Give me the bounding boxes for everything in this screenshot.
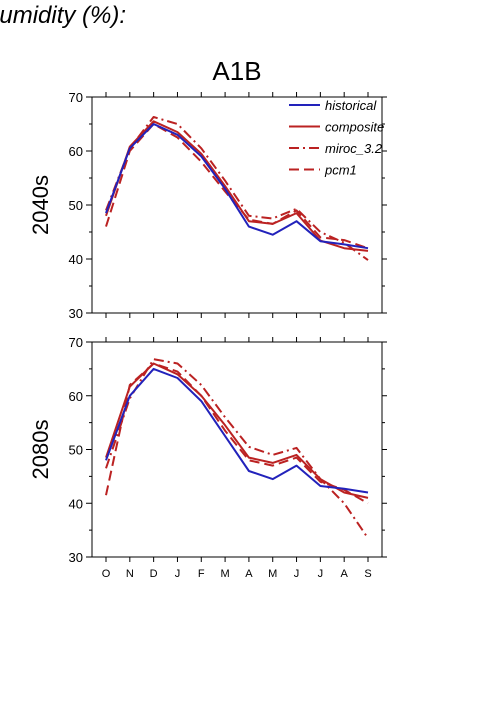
x-tick-label: A xyxy=(245,568,253,580)
x-tick-label: N xyxy=(126,568,134,580)
series-line-miroc_3.2 xyxy=(105,116,369,261)
x-tick-label: O xyxy=(102,568,111,580)
y-tick-label: 40 xyxy=(69,496,83,511)
x-tick-label: J xyxy=(294,568,300,580)
chart-legend: historical composite miroc_3.2 pcm1 xyxy=(289,98,384,178)
y-tick-label: 60 xyxy=(69,144,83,159)
panel-2040s: 30 40 50 60 70 2040s xyxy=(28,90,387,321)
legend-label-pcm1: pcm1 xyxy=(324,163,357,178)
y-tick-label: 50 xyxy=(69,198,83,213)
y-tick-label: 50 xyxy=(69,443,83,458)
panel-label: 2040s xyxy=(28,175,53,235)
x-tick-label: S xyxy=(364,568,371,580)
series-line-miroc_3.2 xyxy=(105,358,369,539)
x-tick-label: M xyxy=(221,568,230,580)
legend-label-historical: historical xyxy=(325,98,377,113)
y-tick-label: 40 xyxy=(69,252,83,267)
legend-label-composite: composite xyxy=(325,120,384,135)
series-line-pcm1 xyxy=(105,362,369,505)
page-heading: humidity (%): xyxy=(0,2,127,29)
x-tick-label: J xyxy=(318,568,324,580)
x-tick-label: J xyxy=(175,568,181,580)
y-tick-label: 70 xyxy=(69,90,83,105)
panel-frame xyxy=(91,341,383,558)
y-tick-label: 30 xyxy=(69,306,83,321)
y-tick-label: 60 xyxy=(69,389,83,404)
chart-panels: 30 40 50 60 70 2040s 30 40 50 60 70 O N D J F M A M J J A S 208… xyxy=(28,90,387,580)
x-tick-label: M xyxy=(268,568,277,580)
chart-title: A1B xyxy=(212,56,261,86)
series-line-historical xyxy=(105,367,369,494)
panel-2080s: 30 40 50 60 70 O N D J F M A M J J A S 2080s xyxy=(28,335,387,580)
legend-label-miroc_3.2: miroc_3.2 xyxy=(325,141,383,156)
x-tick-label: D xyxy=(150,568,158,580)
series-line-historical xyxy=(105,123,369,250)
x-tick-label: F xyxy=(198,568,205,580)
x-tick-label: A xyxy=(341,568,349,580)
y-tick-label: 30 xyxy=(69,550,83,565)
y-tick-label: 70 xyxy=(69,335,83,350)
panel-label: 2080s xyxy=(28,420,53,480)
